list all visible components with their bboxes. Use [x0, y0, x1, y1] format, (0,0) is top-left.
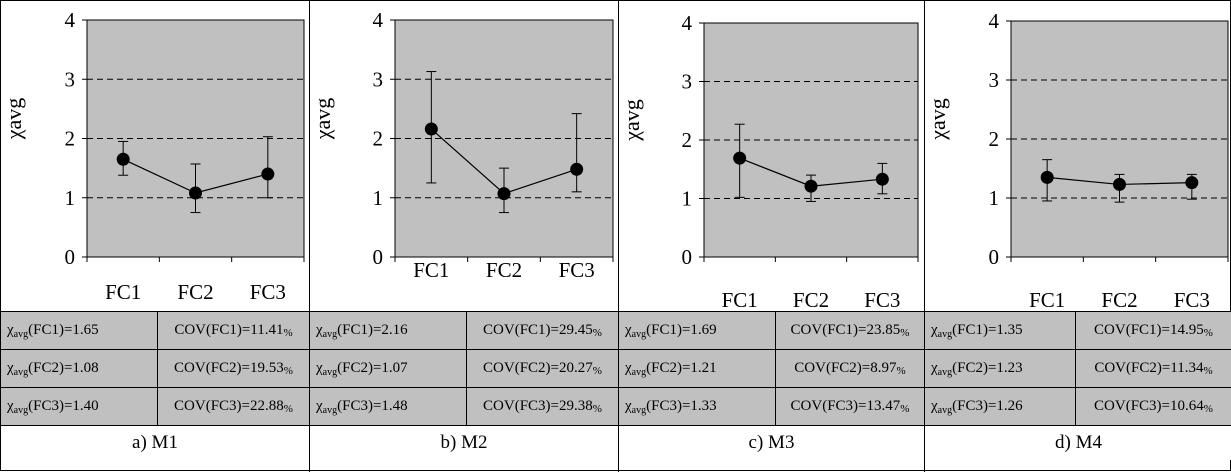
stats-row: χavg(FC1)=2.16 COV(FC1)=29.45%	[310, 311, 618, 349]
y-tick-label: 2	[682, 128, 693, 152]
stats-row: χavg(FC2)=1.23 COV(FC2)=11.34%	[925, 349, 1231, 387]
x-tick-label: FC2	[1101, 288, 1137, 311]
y-tick-label: 2	[989, 127, 1000, 151]
x-tick-label: FC1	[413, 258, 449, 282]
x-tick-label: FC2	[177, 280, 213, 304]
stats-row: χavg(FC1)=1.65 COV(FC1)=11.41%	[1, 311, 309, 349]
data-point	[570, 162, 584, 176]
data-point	[116, 152, 130, 166]
y-tick-label: 3	[989, 68, 1000, 92]
x-tick-label: FC2	[793, 288, 829, 311]
panel-caption: d) M4	[925, 425, 1231, 460]
y-tick-label: 2	[65, 127, 76, 151]
chi-avg-value: χavg(FC3)=1.40	[7, 398, 99, 416]
chi-avg-value: χavg(FC3)=1.33	[625, 398, 717, 416]
chi-avg-value: χavg(FC1)=2.16	[316, 322, 408, 340]
stats-row: χavg(FC1)=1.35 COV(FC1)=14.95%	[925, 311, 1231, 349]
y-tick-label: 0	[989, 245, 1000, 269]
x-tick-label: FC3	[1174, 288, 1210, 311]
chart-svg: 0 1 2 3 4 FC1 FC2 FC3 χavg	[310, 8, 614, 282]
chi-avg-value: χavg(FC2)=1.08	[7, 360, 99, 378]
data-point	[733, 151, 747, 165]
chi-avg-value: χavg(FC1)=1.35	[931, 322, 1023, 340]
stats-row: χavg(FC2)=1.21 COV(FC2)=8.97%	[619, 349, 924, 387]
data-point	[804, 179, 818, 193]
cov-value: COV(FC1)=14.95%	[1075, 312, 1231, 349]
chi-avg-value: χavg(FC1)=1.65	[7, 322, 99, 340]
x-tick-label: FC3	[250, 280, 286, 304]
x-tick-label: FC2	[486, 258, 522, 282]
chart-svg: 0 1 2 3 4 FC1 FC2 FC3 χavg	[925, 9, 1229, 311]
y-axis-label: χavg	[310, 98, 335, 141]
x-tick-label: FC3	[559, 258, 595, 282]
y-tick-label: 0	[682, 245, 693, 269]
x-tick-label: FC1	[105, 280, 141, 304]
stats-row: χavg(FC3)=1.26 COV(FC3)=10.64%	[925, 387, 1231, 425]
y-tick-label: 3	[373, 67, 384, 91]
stats-row: χavg(FC1)=1.69 COV(FC1)=23.85%	[619, 311, 924, 349]
cov-value: COV(FC3)=22.88%	[157, 388, 309, 425]
cov-value: COV(FC2)=19.53%	[157, 350, 309, 387]
stats-row: χavg(FC3)=1.48 COV(FC3)=29.38%	[310, 387, 618, 425]
chi-avg-value: χavg(FC2)=1.07	[316, 360, 408, 378]
data-point	[261, 167, 275, 181]
panel-caption: b) M2	[310, 425, 618, 460]
cov-value: COV(FC1)=29.45%	[466, 312, 618, 349]
y-tick-label: 4	[682, 11, 693, 35]
y-tick-label: 4	[989, 9, 1000, 33]
data-point	[189, 186, 202, 200]
y-axis-label: χavg	[1, 98, 26, 141]
stats-row: χavg(FC2)=1.07 COV(FC2)=20.27%	[310, 349, 618, 387]
chi-avg-value: χavg(FC1)=1.69	[625, 322, 717, 340]
panel-caption: a) M1	[1, 425, 309, 460]
cov-value: COV(FC3)=29.38%	[466, 388, 618, 425]
chart-panel-4: 0 1 2 3 4 FC1 FC2 FC3 χavg χavg(FC1)=1.35 COV(FC1)…	[925, 1, 1231, 472]
y-axis-label: χavg	[925, 98, 950, 141]
stats-row: χavg(FC3)=1.40 COV(FC3)=22.88%	[1, 387, 309, 425]
data-point	[497, 187, 511, 201]
y-tick-label: 0	[373, 245, 384, 269]
y-tick-label: 1	[373, 186, 384, 210]
y-axis-label: χavg	[619, 99, 644, 142]
stats-row: χavg(FC3)=1.33 COV(FC3)=13.47%	[619, 387, 924, 425]
chart-svg: 0 1 2 3 4 FC1 FC2 FC3 χavg	[619, 11, 919, 311]
chi-avg-value: χavg(FC2)=1.21	[625, 360, 717, 378]
cov-value: COV(FC3)=13.47%	[775, 388, 924, 425]
stats-row: χavg(FC2)=1.08 COV(FC2)=19.53%	[1, 349, 309, 387]
chi-avg-value: χavg(FC2)=1.23	[931, 360, 1023, 378]
chart-panel-2: 0 1 2 3 4 FC1 FC2 FC3 χavg χavg(FC1)=2.16 COV(FC1)…	[310, 1, 619, 472]
y-tick-label: 1	[682, 187, 693, 211]
chart-svg: 0 1 2 3 4 FC1 FC2 FC3 χavg	[1, 8, 305, 304]
y-tick-label: 4	[65, 8, 76, 32]
x-tick-label: FC1	[722, 288, 758, 311]
y-tick-label: 1	[989, 186, 1000, 210]
data-point	[424, 122, 438, 136]
data-point	[1040, 170, 1054, 184]
y-tick-label: 1	[65, 186, 76, 210]
cov-value: COV(FC2)=20.27%	[466, 350, 618, 387]
cov-value: COV(FC3)=10.64%	[1075, 388, 1231, 425]
cov-value: COV(FC2)=11.34%	[1075, 350, 1231, 387]
x-tick-label: FC3	[864, 288, 900, 311]
chi-avg-value: χavg(FC3)=1.48	[316, 398, 408, 416]
cov-value: COV(FC1)=11.41%	[157, 312, 309, 349]
y-tick-label: 0	[65, 245, 76, 269]
panel-caption: c) M3	[619, 425, 924, 460]
chart-panel-3: 0 1 2 3 4 FC1 FC2 FC3 χavg χavg(FC1)=1.69 COV(FC1)…	[619, 1, 925, 472]
cov-value: COV(FC2)=8.97%	[775, 350, 924, 387]
y-tick-label: 4	[373, 8, 384, 32]
x-tick-label: FC1	[1029, 288, 1065, 311]
data-point	[875, 172, 889, 186]
chi-avg-value: χavg(FC3)=1.26	[931, 398, 1023, 416]
y-tick-label: 3	[65, 67, 76, 91]
data-point	[1185, 176, 1199, 190]
data-point	[1113, 177, 1126, 191]
cov-value: COV(FC1)=23.85%	[775, 312, 924, 349]
chart-panel-1: 0 1 2 3 4 FC1 FC2 FC3 χavg χavg(FC1)=1.65 COV(FC1)…	[1, 1, 310, 472]
y-tick-label: 2	[373, 127, 384, 151]
y-tick-label: 3	[682, 70, 693, 94]
